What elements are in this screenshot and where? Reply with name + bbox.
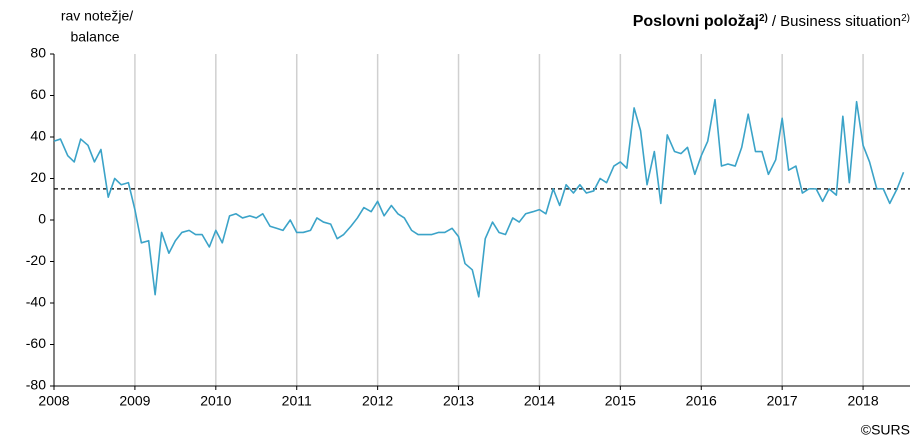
x-tick-label: 2017 [767, 393, 798, 409]
title: Poslovni položaj [633, 13, 759, 30]
x-tick-label: 2013 [443, 393, 474, 409]
y-tick-label: -80 [26, 377, 46, 393]
x-tick-label: 2010 [200, 393, 231, 409]
y-tick-label: -60 [26, 335, 46, 351]
y-axis-label: rav notežje/ [61, 8, 133, 24]
x-tick-label: 2012 [362, 393, 393, 409]
x-tick-label: 2009 [119, 393, 150, 409]
x-tick-label: 2015 [605, 393, 636, 409]
subtitle-note: 2) [901, 13, 910, 24]
y-tick-label: -20 [26, 252, 46, 268]
y-tick-label: 40 [30, 128, 46, 144]
x-tick-label: 2014 [524, 393, 555, 409]
x-tick-label: 2016 [686, 393, 717, 409]
x-tick-label: 2011 [282, 393, 312, 409]
title-note: 2) [759, 13, 768, 24]
y-tick-label: -40 [26, 294, 46, 310]
data-line [53, 98, 905, 298]
y-tick-label: 0 [38, 211, 46, 227]
chart-title: Poslovni položaj2) / Business situation2) [633, 13, 910, 31]
y-tick-label: 60 [30, 86, 46, 102]
y-tick-label: 20 [30, 169, 46, 185]
subtitle: / Business situation [772, 13, 901, 30]
credit: ©SURS [861, 422, 910, 438]
x-tick-label: 2018 [847, 393, 878, 409]
x-tick-label: 2008 [38, 393, 69, 409]
y-tick-label: 80 [30, 45, 46, 61]
y-axis-label: balance [70, 29, 119, 45]
